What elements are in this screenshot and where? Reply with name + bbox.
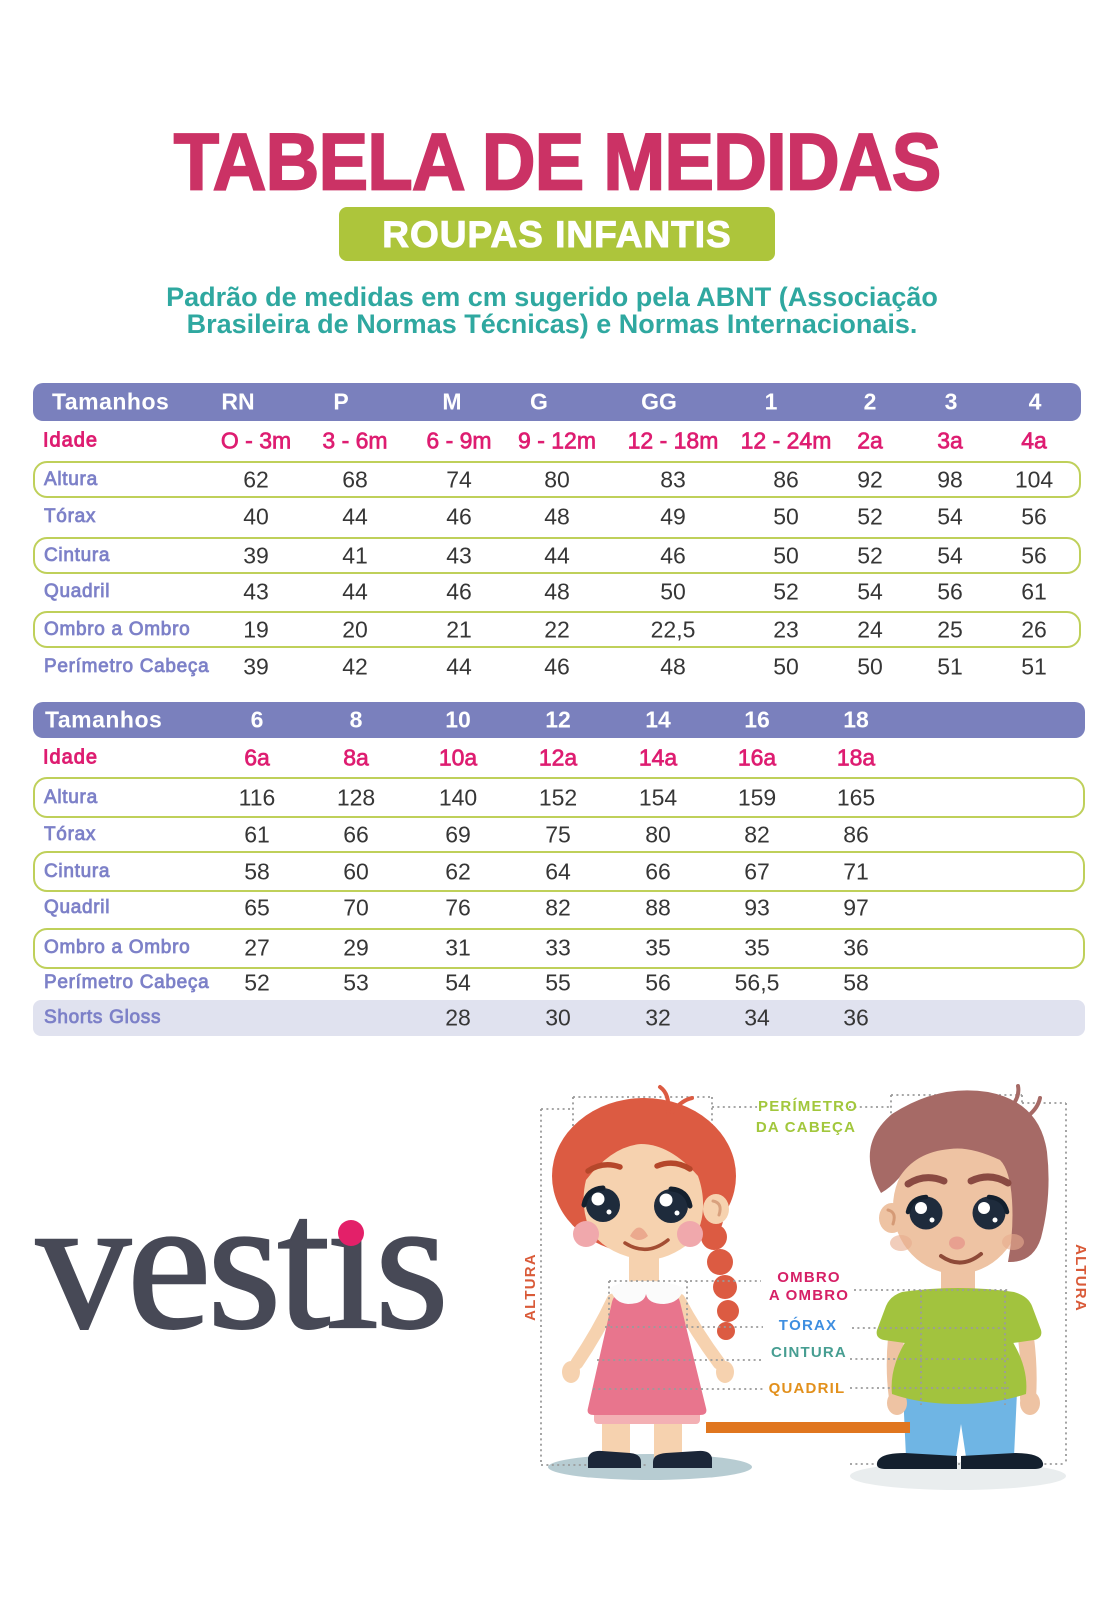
svg-text:CINTURA: CINTURA [771, 1344, 847, 1361]
svg-text:DA CABEÇA: DA CABEÇA [756, 1119, 856, 1136]
svg-text:OMBRO: OMBRO [777, 1269, 841, 1286]
svg-text:ALTURA: ALTURA [522, 1253, 539, 1321]
svg-text:PERÍMETRO: PERÍMETRO [758, 1098, 858, 1115]
svg-text:TÓRAX: TÓRAX [779, 1316, 838, 1334]
svg-text:ALTURA: ALTURA [1072, 1244, 1089, 1312]
svg-text:QUADRIL: QUADRIL [769, 1380, 846, 1397]
svg-text:A OMBRO: A OMBRO [769, 1287, 849, 1304]
